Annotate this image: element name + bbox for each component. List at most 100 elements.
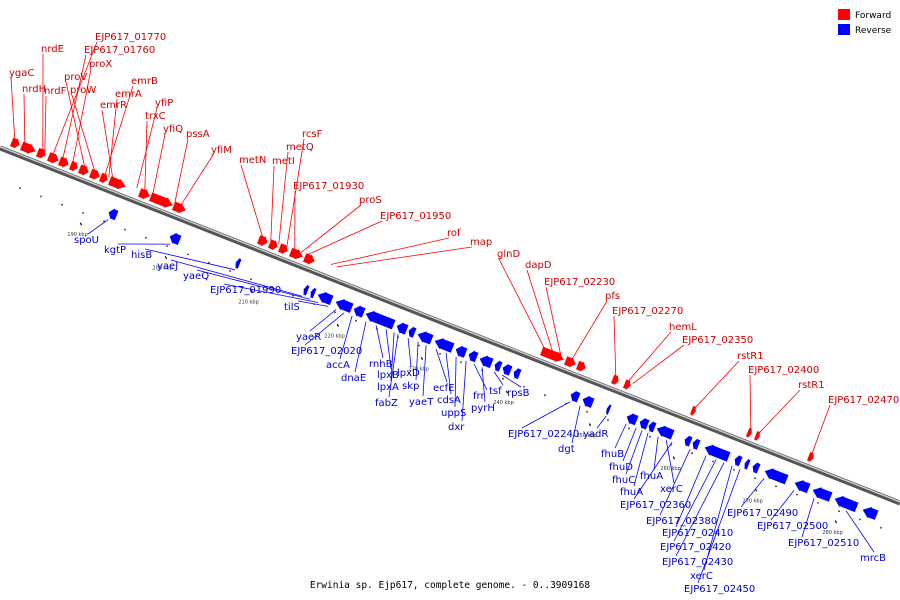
forward-gene-arrow[interactable] — [89, 168, 100, 180]
reverse-gene-label[interactable]: yaeR — [296, 332, 321, 343]
reverse-gene-label[interactable]: EJP617_02500 — [757, 521, 828, 532]
reverse-gene-arrow[interactable] — [365, 310, 396, 330]
reverse-gene-label[interactable]: EJP617_02450 — [684, 584, 755, 595]
forward-gene-label[interactable]: yfiP — [155, 98, 173, 109]
reverse-gene-label[interactable]: fhuB — [601, 449, 624, 460]
reverse-gene-label[interactable]: yaeQ — [183, 271, 209, 282]
forward-gene-arrow[interactable] — [540, 346, 564, 362]
forward-gene-arrow-shape[interactable] — [138, 188, 150, 200]
reverse-gene-arrow[interactable] — [455, 345, 468, 358]
reverse-gene-arrow[interactable] — [648, 421, 657, 433]
reverse-gene-arrow-shape[interactable] — [479, 355, 494, 369]
reverse-gene-label[interactable]: spoU — [74, 235, 99, 246]
forward-gene-arrow-shape[interactable] — [36, 147, 46, 159]
reverse-gene-arrow-shape[interactable] — [468, 350, 479, 363]
reverse-gene-arrow[interactable] — [794, 480, 811, 494]
reverse-gene-arrow[interactable] — [570, 390, 581, 403]
forward-gene-label[interactable]: proX — [89, 59, 112, 70]
forward-gene-arrow[interactable] — [108, 176, 126, 190]
reverse-gene-label[interactable]: hisB — [131, 250, 152, 261]
forward-gene-label[interactable]: dapD — [525, 260, 552, 271]
reverse-gene-label[interactable]: ecfE — [433, 383, 455, 394]
forward-gene-label[interactable]: map — [470, 237, 492, 248]
reverse-gene-arrow-shape[interactable] — [764, 468, 789, 485]
forward-gene-label[interactable]: trxC — [145, 111, 166, 122]
reverse-gene-label[interactable]: skp — [402, 381, 419, 392]
reverse-gene-arrow[interactable] — [744, 458, 751, 470]
reverse-gene-arrow[interactable] — [834, 495, 859, 513]
reverse-gene-arrow[interactable] — [479, 355, 494, 369]
reverse-gene-arrow-shape[interactable] — [396, 322, 409, 335]
forward-gene-label[interactable]: EJP617_02230 — [544, 277, 615, 288]
reverse-gene-label[interactable]: lpxB — [377, 370, 399, 381]
forward-gene-arrow[interactable] — [576, 360, 586, 372]
forward-gene-label[interactable]: ygaC — [9, 68, 34, 79]
reverse-gene-arrow-shape[interactable] — [834, 495, 859, 513]
forward-gene-arrow[interactable] — [268, 239, 278, 251]
reverse-gene-arrow[interactable] — [468, 350, 479, 363]
forward-gene-arrow-shape[interactable] — [58, 156, 69, 168]
reverse-gene-arrow-shape[interactable] — [862, 507, 879, 520]
reverse-gene-label[interactable]: EJP617_02020 — [291, 346, 362, 357]
forward-gene-label[interactable]: EJP617_01760 — [84, 45, 155, 56]
reverse-gene-label[interactable]: EJP617_02430 — [662, 557, 733, 568]
reverse-gene-arrow[interactable] — [317, 292, 334, 305]
forward-gene-label[interactable]: rstR1 — [737, 351, 764, 362]
forward-gene-arrow[interactable] — [10, 137, 20, 149]
forward-gene-label[interactable]: nrdE — [41, 44, 64, 55]
forward-gene-label[interactable]: EJP617_02470 — [828, 395, 899, 406]
forward-gene-label[interactable]: nrdF — [44, 86, 67, 97]
forward-gene-arrow[interactable] — [564, 356, 576, 368]
reverse-gene-label[interactable]: yadR — [583, 429, 608, 440]
forward-gene-arrow[interactable] — [289, 247, 303, 260]
reverse-gene-arrow[interactable] — [408, 326, 417, 338]
reverse-gene-label[interactable]: fhuA — [640, 471, 663, 482]
forward-gene-label[interactable]: EJP617_01950 — [380, 211, 451, 222]
reverse-gene-arrow[interactable] — [434, 338, 455, 353]
reverse-gene-label[interactable]: fhuD — [609, 462, 633, 473]
forward-gene-arrow-shape[interactable] — [10, 137, 20, 149]
reverse-gene-arrow[interactable] — [108, 208, 119, 221]
forward-gene-label[interactable]: metQ — [286, 142, 314, 153]
reverse-gene-arrow[interactable] — [335, 299, 354, 313]
reverse-gene-arrow[interactable] — [704, 444, 731, 462]
reverse-gene-label[interactable]: EJP617_02380 — [646, 516, 717, 527]
forward-gene-label[interactable]: rof — [447, 228, 461, 239]
forward-gene-arrow-shape[interactable] — [149, 192, 173, 208]
forward-gene-label[interactable]: metI — [272, 156, 295, 167]
forward-gene-label[interactable]: EJP617_01930 — [293, 181, 364, 192]
reverse-gene-label[interactable]: accA — [326, 360, 350, 371]
reverse-gene-label[interactable]: yaeJ — [157, 261, 178, 272]
forward-gene-label[interactable]: emrR — [100, 100, 127, 111]
reverse-gene-arrow[interactable] — [862, 507, 879, 520]
reverse-gene-label[interactable]: fhuA — [620, 487, 643, 498]
forward-gene-arrow-shape[interactable] — [807, 452, 814, 463]
reverse-gene-label[interactable]: EJP617_02240 — [508, 429, 579, 440]
reverse-gene-label[interactable]: EJP617_02510 — [788, 538, 859, 549]
forward-gene-arrow[interactable] — [303, 253, 315, 265]
reverse-gene-arrow[interactable] — [764, 468, 789, 485]
forward-gene-arrow-shape[interactable] — [754, 431, 760, 442]
reverse-gene-label[interactable]: lpxD — [397, 368, 420, 379]
forward-gene-arrow-shape[interactable] — [172, 201, 186, 214]
reverse-gene-arrow-shape[interactable] — [108, 208, 119, 221]
forward-gene-arrow-shape[interactable] — [564, 356, 576, 368]
reverse-gene-arrow[interactable] — [734, 454, 743, 467]
reverse-gene-arrow-shape[interactable] — [434, 338, 455, 353]
forward-gene-arrow-shape[interactable] — [47, 152, 59, 164]
reverse-gene-label[interactable]: EJP617_02420 — [660, 542, 731, 553]
reverse-gene-arrow[interactable] — [626, 413, 639, 426]
reverse-gene-label[interactable]: EJP617_01990 — [210, 285, 281, 296]
forward-gene-arrow-shape[interactable] — [99, 172, 108, 184]
forward-gene-label[interactable]: metN — [239, 155, 266, 166]
reverse-gene-label[interactable]: dxr — [448, 422, 465, 433]
forward-gene-arrow-shape[interactable] — [278, 243, 288, 255]
reverse-gene-arrow-shape[interactable] — [335, 299, 354, 313]
reverse-gene-label[interactable]: tsf — [489, 386, 502, 397]
reverse-gene-label[interactable]: cdsA — [437, 395, 461, 406]
forward-gene-label[interactable]: rstR1 — [798, 380, 825, 391]
reverse-gene-label[interactable]: tilS — [284, 302, 300, 313]
forward-gene-label[interactable]: proV — [64, 72, 87, 83]
forward-gene-label[interactable]: EJP617_02350 — [682, 335, 753, 346]
reverse-gene-arrow-shape[interactable] — [684, 435, 693, 447]
